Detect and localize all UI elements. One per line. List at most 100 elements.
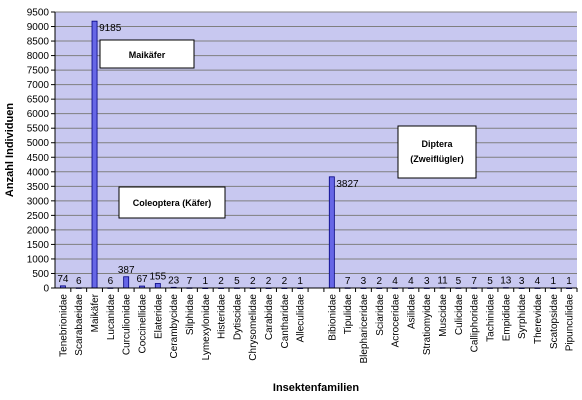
x-tick-label: Maikäfer: [90, 293, 101, 332]
x-tick-labels: Tenebrionidae Scarabaeidae Maikäfer Lucanid…: [58, 288, 578, 364]
y-tick-label: 8000: [27, 51, 50, 62]
x-tick-label: Bibionidae: [327, 294, 338, 341]
y-tick-label: 2500: [27, 211, 50, 222]
x-tick-label: Empididae: [501, 294, 512, 342]
data-label: 2: [376, 276, 382, 287]
data-label: 74: [57, 274, 69, 285]
y-tick-label: 7500: [27, 66, 50, 77]
data-label: 3: [424, 276, 430, 287]
x-tick-label: Alleculidae: [296, 294, 307, 343]
x-tick-label: Tachinidae: [486, 294, 497, 342]
bar: [154, 283, 161, 289]
bar: [123, 276, 130, 289]
x-tick-label: Pipunculidae: [565, 294, 576, 352]
x-tick-label: Cerambycidae: [169, 294, 180, 359]
y-tick-label: 2000: [27, 225, 50, 236]
annotation-coleoptera-text: Coleoptera (Käfer): [133, 198, 212, 208]
y-tick-label: 1500: [27, 240, 50, 251]
y-tick-label: 4500: [27, 153, 50, 164]
x-tick-label: Scatopsidae: [549, 294, 560, 349]
data-label: 7: [471, 276, 477, 287]
y-tick-label: 5000: [27, 138, 50, 149]
x-tick-label: Curculionidae: [122, 294, 133, 356]
data-label: 67: [136, 274, 148, 285]
data-label: 2: [218, 276, 224, 287]
data-label: 2: [282, 276, 288, 287]
data-label: 1: [566, 276, 572, 287]
annotation-diptera: Diptera (Zweiflügler): [397, 125, 477, 179]
bar: [328, 176, 335, 289]
data-label: 7: [345, 276, 351, 287]
x-tick-label: Asilidae: [406, 294, 417, 329]
data-label: 2: [266, 276, 272, 287]
y-tick-label: 3500: [27, 182, 50, 193]
x-tick-label: Muscidae: [438, 294, 449, 337]
x-tick-label: Elateridae: [153, 294, 164, 339]
y-tick-label: 7000: [27, 80, 50, 91]
y-tick-label: 0: [43, 284, 49, 295]
x-tick-label: Culicidae: [454, 294, 465, 336]
data-label: 4: [535, 276, 541, 287]
x-axis-title: Insektenfamilien: [273, 382, 359, 394]
gridlines: [55, 11, 577, 274]
y-tick-label: 4000: [27, 167, 50, 178]
data-label: 387: [118, 265, 135, 276]
x-tick-label: Stratiomyidae: [422, 294, 433, 356]
x-tick-label: Scarabaeidae: [74, 294, 85, 356]
y-tick-label: 1000: [27, 254, 50, 265]
data-label: 3827: [336, 179, 359, 190]
annotation-diptera-text: Diptera (Zweiflügler): [410, 139, 464, 164]
data-label: 7: [187, 276, 193, 287]
data-label: 3: [361, 276, 367, 287]
y-tick-label: 3000: [27, 196, 50, 207]
data-label: 5: [456, 276, 462, 287]
data-label: 6: [108, 276, 114, 287]
data-label: 6: [76, 276, 82, 287]
x-tick-label: Dytiscidae: [232, 294, 243, 341]
y-tick-label: 9000: [27, 22, 50, 33]
x-tick-label: Sciaridae: [375, 294, 386, 336]
x-tick-label: Tenebrionidae: [58, 294, 69, 357]
x-tick-label: Silphidae: [185, 294, 196, 336]
x-tick-label: Tipulidae: [343, 294, 354, 335]
data-label: 3: [519, 276, 525, 287]
data-label: 11: [437, 276, 448, 287]
annotation-coleoptera: Coleoptera (Käfer): [118, 186, 226, 219]
annotation-maikaefer: Maikäfer: [99, 39, 195, 69]
y-tick-label: 8500: [27, 37, 50, 48]
x-tick-label: Cantharidae: [280, 294, 291, 349]
x-tick-label: Acroceridae: [391, 294, 402, 348]
annotation-maikaefer-text: Maikäfer: [129, 50, 166, 60]
data-label: 2: [250, 276, 256, 287]
data-label: 155: [149, 271, 166, 282]
x-tick-label: Carabidae: [264, 294, 275, 341]
x-tick-label: Blephariceridae: [359, 294, 370, 364]
data-label: 1: [297, 276, 303, 287]
x-tick-label: Coccinellidae: [138, 294, 149, 354]
data-label: 1: [550, 276, 556, 287]
y-tick-label: 500: [32, 269, 49, 280]
x-tick-label: Therevidae: [533, 294, 544, 344]
y-tick-label: 9500: [27, 8, 50, 19]
x-tick-label: Syrphidae: [517, 294, 528, 339]
bar: [91, 20, 98, 289]
x-tick-label: Lucanidae: [106, 294, 117, 341]
data-label: 4: [408, 276, 414, 287]
data-label: 13: [500, 276, 512, 287]
data-label: 9185: [99, 23, 122, 34]
data-label: 5: [487, 276, 493, 287]
y-axis-title: Anzahl Individuen: [4, 103, 16, 197]
data-label: 23: [168, 275, 180, 286]
x-tick-label: Histeridae: [217, 294, 228, 339]
y-tick-label: 6000: [27, 109, 50, 120]
y-tick-labels: 0 500 1000 1500 2000 2500 3000 3500 4000 4500 5000…: [27, 8, 55, 295]
x-tick-label: Chrysomelidae: [248, 294, 259, 361]
data-label: 5: [234, 276, 240, 287]
y-tick-label: 6500: [27, 95, 50, 106]
data-label: 4: [392, 276, 398, 287]
x-tick-label: Calliphoridae: [470, 294, 481, 353]
x-tick-label: Lymexylonidae: [201, 294, 212, 361]
data-label: 1: [202, 276, 208, 287]
